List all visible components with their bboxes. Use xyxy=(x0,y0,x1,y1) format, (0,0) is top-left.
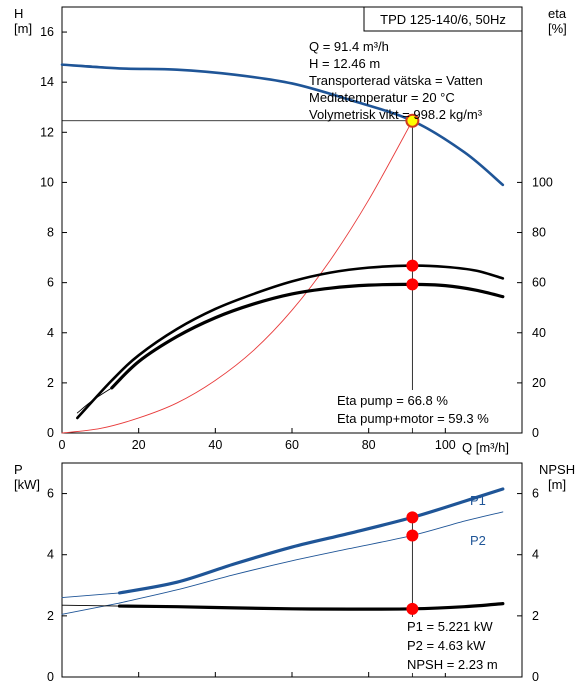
y-left-tick-label: 0 xyxy=(47,426,54,440)
power-marker xyxy=(406,511,419,524)
x-tick-label: 40 xyxy=(208,438,222,452)
power-marker xyxy=(406,602,419,615)
info-q: Q = 91.4 m³/h xyxy=(309,39,389,54)
info-density: Volymetrisk vikt = 998.2 kg/m³ xyxy=(309,107,483,122)
eta-info-bg xyxy=(333,390,515,428)
top-series-4 xyxy=(110,282,505,390)
y-left-tick-label: 16 xyxy=(40,25,54,39)
x-tick-label: 20 xyxy=(132,438,146,452)
bottom-series-1 xyxy=(119,511,504,604)
p2-value: P2 = 4.63 kW xyxy=(407,638,486,653)
eta-marker xyxy=(406,278,419,291)
title-box xyxy=(363,6,523,32)
npsh-tick-label: 0 xyxy=(532,670,539,684)
npsh-tick-label: 2 xyxy=(532,609,539,623)
npsh-value: NPSH = 2.23 m xyxy=(407,657,498,672)
power-info-bg xyxy=(404,617,516,673)
p-tick-label: 2 xyxy=(47,609,54,623)
y-left-label-bottom: P xyxy=(14,462,23,477)
y-left-tick-label: 10 xyxy=(40,175,54,189)
top-series-0 xyxy=(60,63,505,187)
y-right-unit-top: [%] xyxy=(548,21,567,36)
y-right-label-bottom: NPSH xyxy=(539,462,575,477)
top-series-1 xyxy=(61,64,120,69)
x-axis-label: Q [m³/h] xyxy=(462,440,509,455)
y-left-unit-top: [m] xyxy=(14,21,32,36)
y-right-tick-label: 100 xyxy=(532,175,553,189)
p-tick-label: 6 xyxy=(47,487,54,501)
y-left-tick-label: 4 xyxy=(47,326,54,340)
top-series-5 xyxy=(76,387,113,414)
npsh-tick-label: 6 xyxy=(532,487,539,501)
eta-marker xyxy=(406,259,419,272)
bottom-series-4 xyxy=(117,602,505,611)
y-left-tick-label: 6 xyxy=(47,276,54,290)
series-label-p1: P1 xyxy=(470,493,486,508)
x-tick-label: 100 xyxy=(435,438,456,452)
series-label-p2: P2 xyxy=(470,533,486,548)
bottom-series-3 xyxy=(61,602,120,615)
y-right-tick-label: 20 xyxy=(532,376,546,390)
y-right-label-top: eta xyxy=(548,6,567,21)
y-left-tick-label: 14 xyxy=(40,75,54,89)
npsh-tick-label: 4 xyxy=(532,548,539,562)
y-right-unit-bottom: [m] xyxy=(548,477,566,492)
operating-point-marker xyxy=(405,113,420,128)
x-tick-label: 0 xyxy=(59,438,66,452)
p-tick-label: 0 xyxy=(47,670,54,684)
info-h: H = 12.46 m xyxy=(309,56,380,71)
bottom-series-5 xyxy=(61,604,120,607)
p1-value: P1 = 5.221 kW xyxy=(407,619,493,634)
p-tick-label: 4 xyxy=(47,548,54,562)
chart-title: TPD 125-140/6, 50Hz xyxy=(380,12,506,27)
x-tick-label: 80 xyxy=(362,438,376,452)
eta-pump: Eta pump = 66.8 % xyxy=(337,393,448,408)
y-left-label-top: H xyxy=(14,6,23,21)
bottom-series-2 xyxy=(61,592,120,598)
y-right-tick-label: 80 xyxy=(532,226,546,240)
bottom-series-0 xyxy=(117,487,505,595)
y-left-tick-label: 12 xyxy=(40,125,54,139)
power-marker xyxy=(406,529,419,542)
eta-pump-motor: Eta pump+motor = 59.3 % xyxy=(337,411,489,426)
top-series-2 xyxy=(61,120,413,434)
y-right-tick-label: 40 xyxy=(532,326,546,340)
y-right-tick-label: 60 xyxy=(532,276,546,290)
y-left-tick-label: 2 xyxy=(47,376,54,390)
y-left-unit-bottom: [kW] xyxy=(14,477,40,492)
top-series-3 xyxy=(76,264,505,420)
y-left-tick-label: 8 xyxy=(47,226,54,240)
info-temp: Mediatemperatur = 20 °C xyxy=(309,90,455,105)
info-fluid: Transporterad vätska = Vatten xyxy=(309,73,483,88)
x-tick-label: 60 xyxy=(285,438,299,452)
y-right-tick-label: 0 xyxy=(532,426,539,440)
